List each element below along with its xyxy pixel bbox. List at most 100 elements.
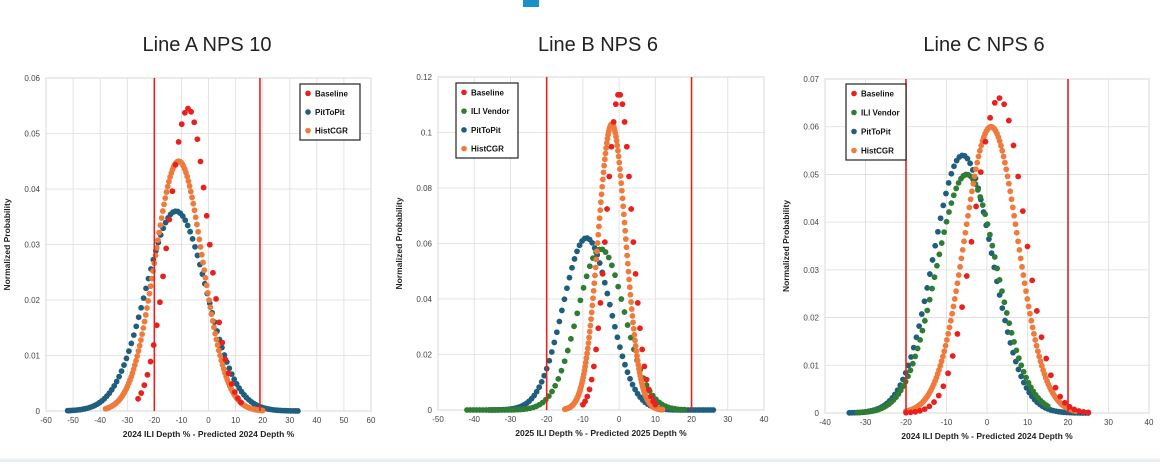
data-point — [954, 280, 961, 287]
data-point — [629, 312, 636, 319]
data-point — [967, 196, 974, 203]
data-point — [971, 173, 978, 180]
data-point — [1008, 329, 1015, 336]
data-point — [621, 309, 628, 315]
data-point — [1076, 408, 1082, 414]
data-point — [972, 166, 979, 173]
legend-label: Baseline — [471, 88, 504, 97]
data-point — [938, 358, 945, 365]
data-point — [996, 95, 1003, 102]
data-point — [942, 342, 949, 349]
legend-label: PitToPit — [471, 126, 501, 135]
x-tick-label: 50 — [339, 416, 348, 425]
data-point — [143, 285, 149, 292]
data-point — [639, 346, 646, 353]
data-point — [630, 319, 636, 326]
data-point — [998, 142, 1004, 149]
data-point — [121, 362, 127, 368]
data-point — [946, 324, 953, 331]
data-point — [999, 288, 1005, 295]
chart-title-line-a: Line A NPS 10 — [142, 34, 272, 56]
y-tick-label: 0.03 — [803, 266, 819, 275]
data-point — [1023, 288, 1029, 295]
data-point — [951, 163, 957, 170]
data-point — [592, 272, 598, 279]
data-point — [1013, 229, 1020, 236]
data-point — [111, 383, 118, 389]
data-point — [982, 211, 989, 218]
data-point — [959, 246, 966, 253]
data-point — [582, 398, 588, 405]
data-point — [130, 332, 137, 339]
data-point — [606, 301, 613, 308]
data-point — [194, 136, 201, 143]
data-point — [138, 390, 145, 396]
data-point — [190, 200, 197, 207]
data-point — [977, 194, 984, 200]
y-tick-label: 0.02 — [24, 296, 40, 305]
data-point — [615, 147, 621, 154]
data-point — [1001, 159, 1008, 166]
data-point — [1003, 310, 1010, 316]
x-tick-label: -40 — [94, 416, 106, 425]
x-tick-label: -10 — [577, 415, 589, 424]
data-point — [617, 173, 624, 179]
data-point — [1031, 330, 1037, 337]
data-point — [214, 342, 221, 348]
data-point — [206, 297, 212, 304]
data-point — [950, 192, 957, 199]
data-point — [1002, 317, 1008, 324]
data-point — [133, 323, 140, 330]
data-point — [546, 357, 553, 364]
data-point — [622, 236, 629, 242]
data-point — [597, 199, 604, 206]
data-point — [628, 299, 634, 305]
data-point — [553, 329, 560, 336]
data-point — [912, 353, 919, 360]
y-axis-label: Normalized Probability — [394, 197, 404, 289]
data-point — [977, 169, 984, 176]
data-point — [987, 114, 994, 121]
y-axis-label: Normalized Probability — [2, 198, 12, 290]
data-point — [160, 273, 166, 280]
data-point — [619, 101, 626, 108]
data-point — [1028, 317, 1035, 324]
y-axis-label: Normalized Probability — [781, 200, 791, 292]
data-point — [213, 296, 219, 302]
chart-line-a: -60 -50 -40 -30 -20 -10 0 10 20 30 40 50 60 0 0.01 0.02… — [2, 74, 376, 439]
legend-marker — [305, 109, 311, 115]
data-point — [919, 327, 926, 334]
data-point — [141, 318, 148, 325]
data-point — [222, 356, 229, 363]
data-point — [613, 137, 620, 144]
data-point — [1000, 153, 1007, 160]
data-point — [621, 119, 628, 125]
data-point — [652, 401, 659, 408]
data-point — [604, 290, 611, 297]
data-point — [628, 306, 635, 312]
data-point — [181, 109, 188, 116]
data-point — [624, 322, 631, 328]
title-accent-bar — [523, 0, 539, 7]
series-histcgr — [561, 121, 666, 413]
data-point — [141, 382, 148, 389]
x-tick-label: -10 — [941, 418, 953, 427]
data-point — [602, 249, 609, 255]
legend-label: HistCGR — [315, 127, 348, 136]
data-point — [231, 389, 238, 396]
data-point — [123, 355, 130, 362]
data-point — [1006, 320, 1013, 327]
data-point — [612, 101, 619, 108]
data-point — [206, 241, 213, 248]
data-point — [584, 350, 590, 357]
data-point — [189, 235, 196, 242]
data-point — [624, 252, 631, 259]
data-point — [1020, 379, 1027, 386]
legend-label: PitToPit — [315, 108, 345, 117]
data-point — [163, 245, 170, 252]
data-point — [131, 362, 138, 369]
data-point — [158, 215, 165, 221]
y-tick-label: 0.06 — [803, 123, 819, 132]
data-point — [541, 372, 548, 379]
data-point — [918, 311, 925, 317]
